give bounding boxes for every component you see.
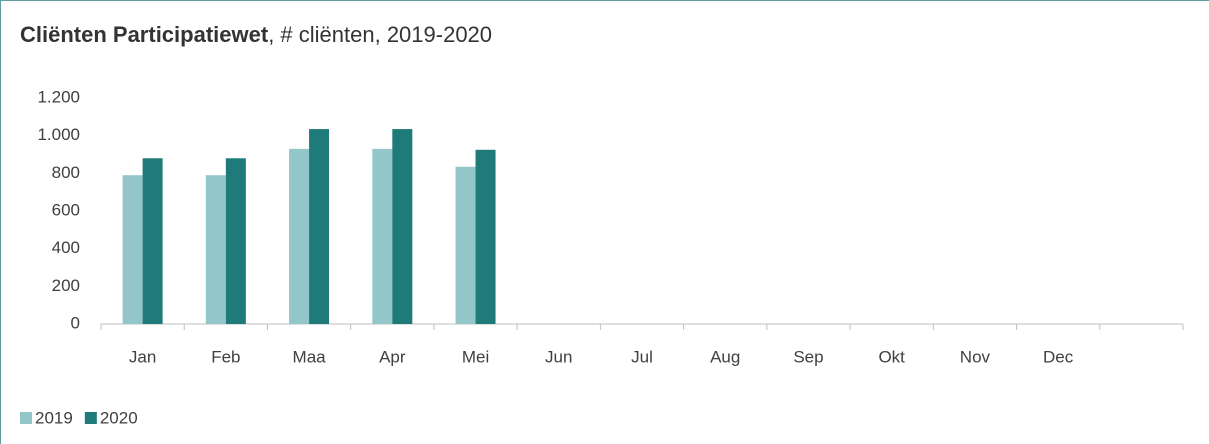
bar [475, 149, 496, 324]
bar [372, 148, 393, 324]
x-tick-label: Jul [631, 347, 653, 366]
y-tick-label: 800 [52, 163, 80, 182]
chart-title: Cliënten Participatiewet, # cliënten, 20… [20, 22, 492, 47]
legend-swatch [20, 412, 32, 424]
bar [392, 129, 413, 324]
title-bold: Cliënten Participatiewet [20, 22, 269, 47]
bar [455, 166, 476, 324]
x-tick-label: Aug [710, 347, 740, 366]
x-tick-label: Apr [379, 347, 406, 366]
bar [225, 158, 246, 324]
legend-label: 2019 [35, 408, 73, 427]
bar [289, 148, 310, 324]
x-tick-label: Dec [1043, 347, 1074, 366]
y-tick-label: 0 [71, 313, 80, 332]
x-tick-label: Feb [211, 347, 240, 366]
bar [122, 175, 143, 324]
bar [142, 158, 163, 324]
x-tick-label: Jan [129, 347, 156, 366]
y-tick-label: 600 [52, 200, 80, 219]
x-tick-label: Jun [545, 347, 572, 366]
bar [205, 175, 226, 324]
x-tick-label: Nov [960, 347, 991, 366]
y-tick-label: 400 [52, 238, 80, 257]
legend-swatch [84, 412, 97, 424]
x-tick-label: Sep [793, 347, 823, 366]
x-tick-label: Okt [878, 347, 905, 366]
y-tick-label: 1.200 [37, 87, 80, 106]
x-tick-label: Mei [462, 347, 489, 366]
bar [309, 129, 330, 324]
title-rest: , # cliënten, 2019-2020 [268, 22, 492, 47]
y-tick-label: 200 [52, 276, 80, 295]
x-tick-label: Maa [293, 347, 327, 366]
y-tick-label: 1.000 [37, 125, 80, 144]
legend-label: 2020 [100, 408, 138, 427]
